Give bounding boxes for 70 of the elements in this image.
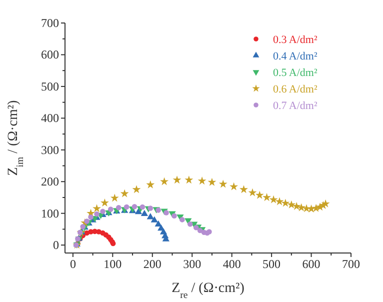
point xyxy=(184,176,194,184)
point xyxy=(230,182,238,190)
point xyxy=(218,180,228,188)
point xyxy=(150,216,158,222)
point xyxy=(88,214,94,220)
y-tick-label: 100 xyxy=(41,206,59,220)
legend-label: 0.3 A/dm² xyxy=(273,34,318,46)
point xyxy=(262,193,271,202)
y-tick-label: 700 xyxy=(41,16,59,30)
legend-label: 0.7 A/dm² xyxy=(273,100,318,112)
y-tick-label: 300 xyxy=(41,142,59,157)
x-tick-label: 700 xyxy=(342,257,360,271)
point xyxy=(116,204,122,210)
point xyxy=(269,195,278,204)
point xyxy=(281,198,290,207)
point xyxy=(321,199,330,208)
point xyxy=(92,204,101,212)
x-tick-label: 200 xyxy=(143,257,162,271)
x-tick-label: 300 xyxy=(183,257,202,271)
point xyxy=(208,178,216,186)
point xyxy=(148,206,154,211)
point xyxy=(154,220,162,227)
point xyxy=(120,189,129,198)
point xyxy=(110,194,119,202)
x-tick-label: 600 xyxy=(302,257,320,271)
point xyxy=(275,197,284,206)
y-tick-label: 400 xyxy=(41,111,59,126)
point xyxy=(172,176,182,184)
point xyxy=(198,176,206,185)
point xyxy=(240,185,248,194)
point xyxy=(160,177,169,186)
point xyxy=(164,210,169,216)
point xyxy=(146,213,154,220)
point xyxy=(287,200,296,208)
x-axis-title: Z$_{re}$ / (Ω·cm²) xyxy=(172,281,245,300)
point xyxy=(197,228,203,234)
legend-label: 0.6 A/dm² xyxy=(273,84,318,96)
point xyxy=(248,188,257,196)
point xyxy=(146,180,155,188)
point xyxy=(140,210,148,216)
point xyxy=(100,198,109,206)
y-tick-label: 0 xyxy=(53,238,59,252)
point xyxy=(108,206,114,212)
point xyxy=(255,190,264,199)
point xyxy=(172,213,177,219)
legend-label: 0.4 A/dm² xyxy=(273,50,318,62)
x-tick-label: 400 xyxy=(222,257,241,271)
x-tick-label: 0 xyxy=(70,257,76,271)
y-tick-label: 500 xyxy=(41,79,59,94)
point xyxy=(80,224,86,230)
x-tick-label: 500 xyxy=(262,257,281,271)
point xyxy=(180,217,185,222)
point xyxy=(302,204,311,212)
point xyxy=(94,211,100,217)
y-tick-label: 600 xyxy=(41,48,59,62)
point xyxy=(132,185,141,194)
point xyxy=(84,218,90,224)
point xyxy=(132,204,138,210)
point xyxy=(100,208,106,214)
point xyxy=(187,221,193,227)
point xyxy=(193,224,199,230)
point xyxy=(292,202,301,210)
y-tick-label: 200 xyxy=(41,174,59,189)
x-tick-label: 100 xyxy=(104,257,122,271)
point xyxy=(297,203,306,212)
legend-label: 0.5 A/dm² xyxy=(273,67,318,79)
point xyxy=(77,230,83,236)
point xyxy=(156,208,161,213)
point xyxy=(124,204,130,210)
point xyxy=(140,204,146,210)
